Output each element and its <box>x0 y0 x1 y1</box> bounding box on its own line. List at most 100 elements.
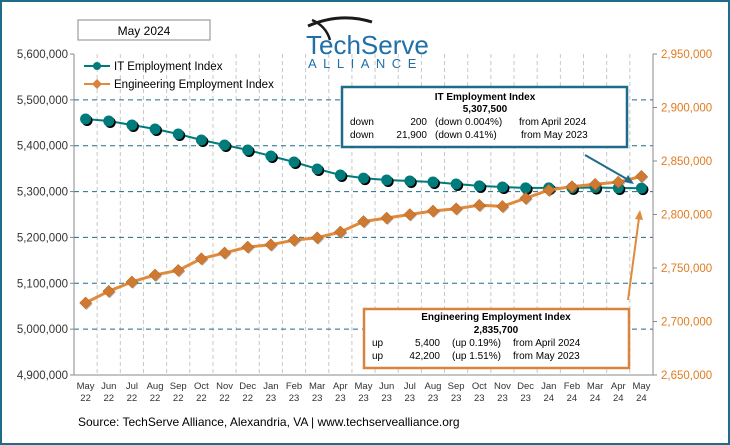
x-tick-month: Dec <box>239 381 256 392</box>
x-tick-month: Apr <box>333 381 348 392</box>
x-tick-year: 23 <box>474 393 485 404</box>
eng-data-point <box>148 268 162 282</box>
x-tick-month: Jun <box>101 381 116 392</box>
left-tick-label: 5,100,000 <box>17 278 68 290</box>
x-tick-year: 23 <box>381 393 392 404</box>
eng-callout-title: Engineering Employment Index <box>421 312 571 323</box>
it-row2-from: from May 2023 <box>521 130 588 141</box>
it-data-point <box>381 174 393 186</box>
it-data-point <box>496 181 508 193</box>
x-tick-year: 23 <box>520 393 531 404</box>
month-label-box <box>77 19 211 41</box>
left-tick-label: 5,300,000 <box>17 187 68 199</box>
eng-row1-amt: 5,400 <box>415 338 440 349</box>
left-tick-label: 5,500,000 <box>17 95 68 107</box>
eng-row2-dir: up <box>372 351 384 362</box>
eng-data-point <box>218 246 231 260</box>
left-tick-label: 5,600,000 <box>17 49 68 61</box>
right-tick-label: 2,900,000 <box>661 103 712 115</box>
legend-it: IT Employment Index <box>114 61 223 73</box>
legend-it-marker <box>93 62 101 70</box>
x-tick-month: Aug <box>147 381 164 392</box>
it-data-point <box>358 172 369 184</box>
eng-row2-from: from May 2023 <box>513 351 580 362</box>
right-tick-label: 2,850,000 <box>661 156 712 168</box>
eng-data-point <box>171 264 185 277</box>
eng-data-point <box>357 215 370 228</box>
x-tick-year: 23 <box>289 393 300 404</box>
right-tick-label: 2,950,000 <box>661 49 712 61</box>
source-note: Source: TechServe Alliance, Alexandria, … <box>78 415 460 429</box>
left-tick-label: 4,900,000 <box>17 370 68 382</box>
logo-text: TechServe <box>306 30 429 60</box>
x-tick-year: 24 <box>543 393 554 404</box>
legend-eng-marker <box>92 79 102 89</box>
x-tick-year: 22 <box>196 393 207 404</box>
it-callout-arrow <box>584 154 633 183</box>
it-row2-pct: (down 0.41%) <box>435 130 497 141</box>
eng-data-point <box>449 202 463 216</box>
it-data-point <box>265 150 277 162</box>
right-tick-label: 2,700,000 <box>661 317 712 329</box>
x-tick-year: 23 <box>405 393 416 404</box>
x-tick-year: 22 <box>173 393 184 404</box>
x-tick-month: Oct <box>472 381 487 392</box>
it-data-point <box>149 123 161 135</box>
techserve-logo: TechServe ALLIANCE <box>306 16 429 71</box>
eng-data-point <box>241 240 255 254</box>
it-data-point <box>219 139 231 151</box>
x-tick-month: Oct <box>194 381 209 392</box>
eng-data-point <box>588 177 602 191</box>
it-callout-title: IT Employment Index <box>435 92 536 103</box>
eng-row2-pct: (up 1.51%) <box>452 351 501 362</box>
legend: IT Employment Index Engineering Employme… <box>84 61 274 91</box>
eng-data-point <box>79 296 92 310</box>
eng-data-point <box>125 275 139 289</box>
it-row2-amt: 21,900 <box>396 130 427 141</box>
x-tick-year: 22 <box>127 393 138 404</box>
x-tick-year: 24 <box>636 393 647 404</box>
x-tick-year: 22 <box>242 393 253 404</box>
x-tick-year: 24 <box>613 393 624 404</box>
x-tick-year: 22 <box>103 393 114 404</box>
eng-data-point <box>635 169 648 183</box>
eng-row1-dir: up <box>372 338 384 349</box>
legend-eng: Engineering Employment Index <box>114 79 274 91</box>
it-row1-dir: down <box>350 117 374 128</box>
it-callout-value: 5,307,500 <box>463 104 508 115</box>
x-tick-year: 23 <box>358 393 369 404</box>
x-tick-year: 23 <box>451 393 462 404</box>
eng-data-point <box>472 198 486 212</box>
x-tick-month: Aug <box>425 381 442 392</box>
x-tick-month: May <box>355 381 373 392</box>
it-data-point <box>126 119 138 131</box>
it-data-point <box>172 128 184 140</box>
eng-data-point <box>496 200 509 213</box>
eng-row1-from: from April 2024 <box>513 338 581 349</box>
x-tick-month: Jan <box>263 381 278 392</box>
right-tick-label: 2,750,000 <box>661 263 712 275</box>
x-tick-month: Nov <box>494 381 511 392</box>
left-tick-label: 5,200,000 <box>17 232 68 244</box>
x-tick-month: Jul <box>404 381 416 392</box>
x-tick-year: 23 <box>497 393 508 404</box>
left-tick-label: 5,000,000 <box>17 324 68 336</box>
eng-callout-value: 2,835,700 <box>474 325 519 336</box>
x-tick-year: 23 <box>266 393 277 404</box>
it-data-point <box>334 169 346 181</box>
x-tick-month: Jul <box>126 381 138 392</box>
it-data-point <box>520 182 532 194</box>
eng-data-point <box>287 233 301 247</box>
x-tick-year: 24 <box>567 393 578 404</box>
x-tick-month: Mar <box>309 381 325 392</box>
it-data-point <box>311 163 323 175</box>
x-tick-year: 24 <box>590 393 601 404</box>
x-tick-year: 22 <box>80 393 91 404</box>
x-tick-year: 22 <box>150 393 161 404</box>
eng-callout: Engineering Employment Index 2,835,700 u… <box>362 210 643 370</box>
x-tick-year: 23 <box>428 393 439 404</box>
x-tick-month: Jan <box>541 381 556 392</box>
left-tick-label: 5,400,000 <box>17 141 68 153</box>
x-tick-month: Apr <box>611 381 626 392</box>
